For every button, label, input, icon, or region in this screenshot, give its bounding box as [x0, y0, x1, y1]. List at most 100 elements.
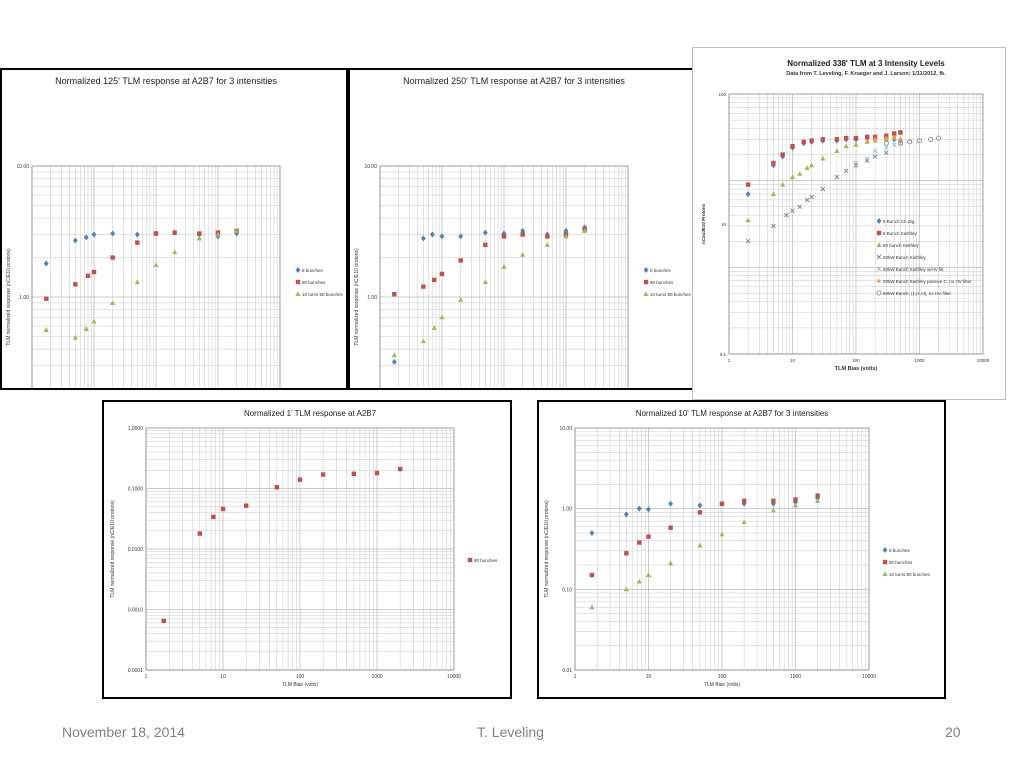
- legend-marker: [876, 266, 882, 272]
- data-point: [483, 242, 488, 248]
- data-point: [211, 514, 216, 520]
- data-point: [843, 135, 849, 141]
- x-tick-label: 10: [790, 358, 796, 363]
- data-point: [431, 325, 437, 330]
- legend-marker: [643, 279, 649, 285]
- data-point: [780, 181, 786, 187]
- series-2: [745, 135, 903, 223]
- legend-marker: [876, 218, 882, 224]
- legend-label: 50kW Bunch, (1,H,Al), no HV filter: [883, 291, 952, 296]
- data-point: [624, 551, 629, 556]
- data-point: [668, 560, 674, 566]
- chart-125ft-panel: Normalized 125' TLM response at A2B7 for…: [0, 68, 348, 390]
- data-point-stroke-b: [843, 168, 849, 174]
- data-point: [320, 472, 326, 477]
- x-axis-label: TLM Bias (volts): [835, 366, 878, 372]
- data-point: [215, 231, 221, 237]
- legend-label: 50kW Bunch Keithley: [883, 255, 927, 260]
- legend-label: 10 turns 80 bunches: [650, 292, 692, 297]
- chart-1ft-panel: Normalized 1' TLM response at A2B7 1 10 100…: [102, 400, 512, 699]
- data-point: [392, 292, 397, 297]
- data-point: [741, 498, 747, 504]
- chart-338ft: Normalized 338' TLM at 3 Intensity Level…: [701, 59, 990, 372]
- y-tick-label: 0.0100: [128, 547, 144, 553]
- series-2: [391, 228, 588, 358]
- data-point: [646, 506, 651, 513]
- legend-label: 50kW Bunch Keithley passive C, no HV fil…: [883, 279, 972, 284]
- data-point: [793, 499, 798, 506]
- data-point: [636, 578, 642, 584]
- data-point: [809, 194, 814, 200]
- data-point: [458, 233, 464, 240]
- data-point: [745, 238, 751, 244]
- y-axis-label: TLM normalized response (nC/E10 protons): [354, 248, 360, 346]
- data-point: [197, 231, 202, 236]
- data-point: [623, 586, 629, 592]
- x-tick-label: 1000: [914, 358, 925, 363]
- legend-label: 80 bunches: [650, 280, 674, 285]
- grid: [379, 166, 628, 388]
- data-point: [668, 500, 674, 507]
- x-tick-label: 1: [574, 674, 577, 680]
- data-point: [809, 138, 814, 143]
- data-point: [374, 470, 380, 476]
- data-point: [864, 156, 870, 161]
- data-point: [865, 140, 869, 144]
- legend-label: 80 bunches: [474, 558, 498, 563]
- data-point: [789, 174, 796, 180]
- data-point-stroke-b: [834, 174, 840, 180]
- data-point: [501, 264, 507, 269]
- data-point: [135, 240, 140, 245]
- legend-label: 8 bunches: [302, 268, 324, 273]
- x-tick-label: 100: [718, 674, 727, 680]
- x-tick-label: 1000: [790, 674, 801, 680]
- data-point: [873, 137, 877, 142]
- y-axis-label: TLM normalized response (nC/E10 protons): [6, 248, 12, 346]
- y-tick-label: 1.0000: [128, 426, 144, 432]
- data-point: [770, 507, 776, 513]
- y-tick-label: 0.0010: [128, 608, 144, 614]
- y-axis-label: TLM normalized response (nC/E10 protons): [110, 500, 116, 598]
- x-axis-label: TLM Bias (volts): [282, 682, 318, 688]
- slide-number: 20: [945, 724, 961, 740]
- data-point: [520, 232, 525, 237]
- data-point: [161, 618, 166, 624]
- data-point: [853, 160, 859, 166]
- data-point: [834, 137, 840, 142]
- data-point: [391, 352, 397, 358]
- legend-marker: [643, 291, 649, 296]
- legend-label: 80 bunches: [889, 560, 913, 565]
- data-point: [397, 466, 403, 472]
- data-point-stroke-b: [804, 197, 810, 203]
- data-point: [809, 162, 815, 168]
- data-point: [482, 279, 488, 285]
- chart-title: Normalized 338' TLM at 3 Intensity Level…: [787, 59, 945, 68]
- data-point-stroke-b: [797, 204, 803, 210]
- data-point: [697, 542, 703, 548]
- data-point: [72, 334, 78, 340]
- grid: [145, 428, 454, 671]
- x-tick-label: 10: [220, 674, 226, 680]
- data-point: [429, 231, 435, 238]
- data-point-stroke-b: [784, 212, 789, 218]
- data-point: [153, 262, 159, 268]
- data-point: [85, 273, 91, 279]
- data-point: [91, 231, 97, 238]
- data-point: [110, 255, 115, 260]
- x-tick-label: 1: [145, 674, 148, 680]
- data-point: [243, 503, 249, 508]
- data-point: [220, 506, 226, 512]
- x-tick-label: 100: [296, 674, 305, 680]
- series-1: [44, 228, 239, 301]
- data-point: [91, 318, 97, 324]
- chart-1ft: Normalized 1' TLM response at A2B7 1 10 100…: [110, 409, 498, 688]
- data-point: [820, 137, 825, 142]
- data-point: [719, 531, 725, 537]
- y-tick-label: 1.00: [19, 295, 29, 301]
- plot-area-frame: [574, 427, 870, 671]
- data-point: [793, 497, 798, 502]
- data-point-stroke-b: [891, 142, 897, 148]
- data-point: [872, 148, 878, 154]
- data-point: [804, 165, 810, 171]
- data-point: [864, 134, 870, 140]
